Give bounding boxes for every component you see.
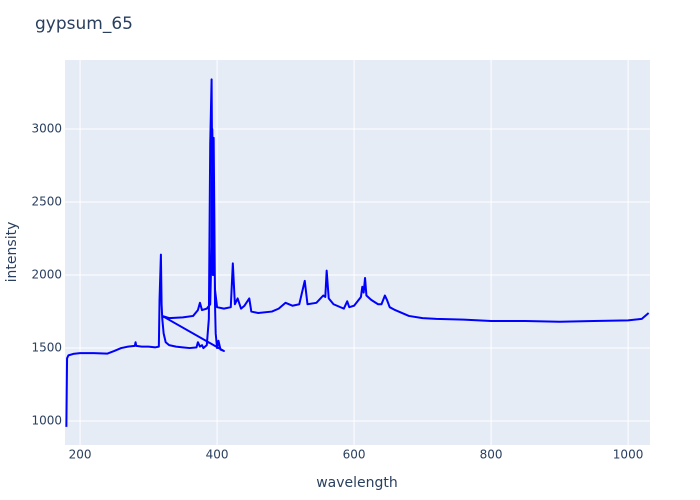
- chart-title: gypsum_65: [35, 14, 133, 34]
- y-tick-label: 3000: [31, 122, 62, 136]
- y-tick-label: 2500: [31, 195, 62, 209]
- x-tick-label: 600: [343, 448, 366, 462]
- x-tick-label: 1000: [613, 448, 644, 462]
- grid: [65, 60, 650, 445]
- y-axis-title: intensity: [4, 222, 20, 283]
- y-tick-label: 1500: [31, 341, 62, 355]
- line-series: [65, 78, 650, 427]
- plot-area: [65, 60, 650, 445]
- y-tick-label: 2000: [31, 268, 62, 282]
- x-tick-label: 800: [480, 448, 503, 462]
- y-tick-label: 1000: [31, 414, 62, 428]
- x-tick-label: 200: [69, 448, 92, 462]
- x-axis-title: wavelength: [316, 475, 398, 491]
- x-tick-label: 400: [206, 448, 229, 462]
- plot: [65, 78, 650, 427]
